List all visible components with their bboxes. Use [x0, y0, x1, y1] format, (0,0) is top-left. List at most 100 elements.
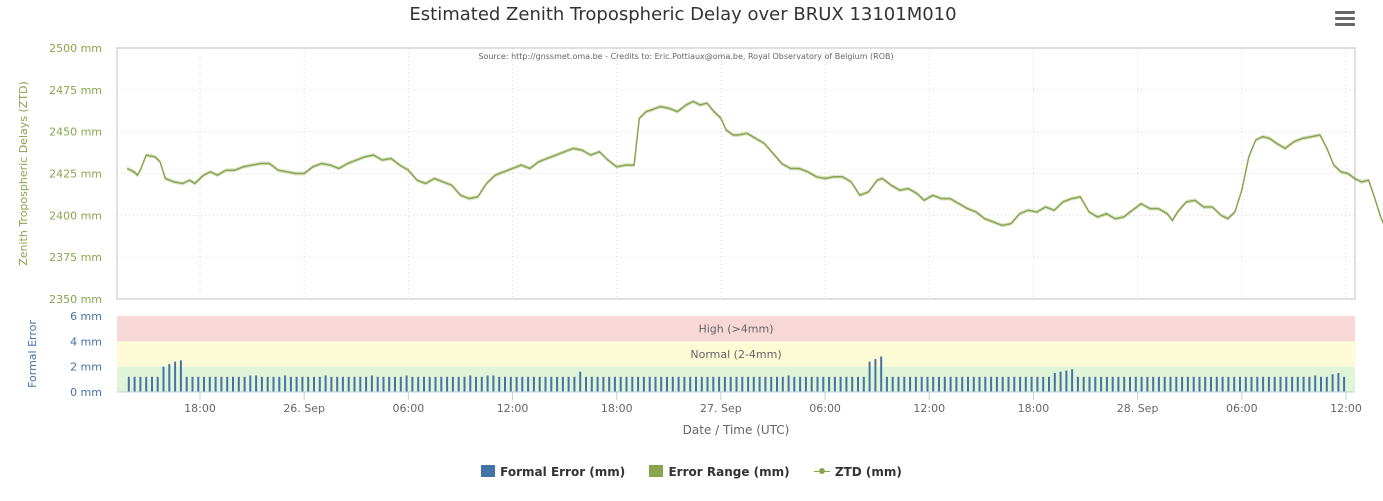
legend-item-formal-error[interactable]: Formal Error (mm)	[481, 465, 625, 479]
error-bar	[1308, 376, 1311, 392]
error-bar	[278, 376, 281, 392]
error-bar	[885, 376, 888, 392]
error-bar	[538, 376, 541, 392]
error-bar	[984, 376, 987, 392]
error-bar	[723, 376, 726, 392]
error-band	[117, 341, 1355, 367]
error-bar	[1082, 376, 1085, 392]
x-tick-label: 26. Sep	[283, 402, 325, 415]
error-bar	[521, 376, 524, 392]
ztd-tick-label: 2500 mm	[49, 42, 102, 55]
error-bar	[1048, 376, 1050, 392]
error-band	[117, 316, 1355, 342]
error-bar	[1215, 376, 1218, 392]
error-bar	[857, 376, 859, 392]
error-bar	[1152, 376, 1155, 392]
error-bar	[1019, 376, 1022, 392]
error-bar	[544, 376, 547, 392]
error-bar	[1273, 376, 1276, 392]
error-bar	[752, 376, 755, 392]
error-bar	[851, 376, 854, 392]
error-bar	[446, 376, 449, 392]
error-bar	[990, 376, 993, 392]
error-bar	[706, 376, 709, 392]
chart-area: High (>4mm) Normal (2-4mm) Source: http:/…	[17, 42, 1383, 437]
error-bar	[480, 376, 483, 392]
error-bar	[1169, 376, 1172, 392]
error-bar	[226, 376, 229, 392]
ztd-tick-label: 2475 mm	[49, 84, 102, 97]
error-bar	[891, 376, 894, 392]
error-bar	[660, 376, 663, 392]
error-bar	[712, 376, 715, 392]
error-bar	[1320, 376, 1322, 392]
error-bar	[527, 376, 530, 392]
x-tick-label: 06:00	[393, 402, 425, 415]
x-tick-label: 18:00	[601, 402, 633, 415]
error-bar	[932, 376, 935, 392]
error-bar	[1140, 376, 1143, 392]
error-bar	[1331, 374, 1334, 392]
error-bar	[1250, 376, 1253, 392]
error-bar	[1302, 376, 1305, 392]
error-bar	[619, 376, 622, 392]
error-bar	[1071, 369, 1074, 392]
error-bar	[839, 376, 842, 392]
error-bar	[1088, 376, 1091, 392]
error-bar	[457, 376, 460, 392]
error-bar	[810, 376, 813, 392]
error-bar	[700, 376, 703, 392]
error-bar	[648, 376, 651, 392]
x-tick-label: 18:00	[1018, 402, 1050, 415]
error-bar	[1343, 376, 1346, 392]
error-bar	[1233, 376, 1236, 392]
error-bar	[353, 376, 356, 392]
error-bar	[1076, 376, 1079, 392]
error-bar	[365, 376, 368, 392]
error-bar	[747, 376, 750, 392]
hamburger-menu-icon[interactable]	[1333, 8, 1357, 28]
error-bar	[440, 376, 443, 392]
error-bar	[179, 360, 182, 392]
error-bar	[174, 361, 177, 392]
error-bar	[845, 376, 848, 392]
error-bar	[1296, 376, 1299, 392]
ztd-y-axis-ticks: 2350 mm 2375 mm 2400 mm 2425 mm 2450 mm 2475 …	[49, 42, 102, 306]
error-bar	[469, 375, 472, 392]
error-bar	[1042, 376, 1045, 392]
error-bar	[1013, 376, 1016, 392]
error-bar	[1157, 376, 1160, 392]
legend-item-ztd[interactable]: ZTD (mm)	[813, 465, 902, 479]
error-range-area	[127, 99, 1383, 228]
error-bar	[376, 376, 379, 392]
error-bar	[127, 376, 130, 392]
error-bar	[197, 376, 200, 392]
error-bar	[874, 359, 877, 392]
error-bar	[324, 375, 327, 392]
error-bar	[388, 376, 391, 392]
error-band-label: High (>4mm)	[698, 323, 773, 336]
error-bar	[313, 376, 315, 392]
error-bar	[151, 376, 153, 392]
error-bar	[1105, 376, 1108, 392]
error-bar	[758, 376, 761, 392]
error-bar	[208, 376, 211, 392]
error-bar	[214, 376, 217, 392]
error-bar	[1192, 376, 1195, 392]
error-bar	[561, 376, 564, 392]
error-bar	[880, 356, 883, 392]
x-tick-label: 12:00	[497, 402, 529, 415]
error-bar	[318, 376, 321, 392]
x-tick-label: 28. Sep	[1117, 402, 1159, 415]
legend-item-error-range[interactable]: Error Range (mm)	[649, 465, 790, 479]
error-bar	[1146, 376, 1149, 392]
credits-text[interactable]: Source: http://gnssmet.oma.be - Credits …	[478, 52, 893, 61]
error-band-label: Normal (2-4mm)	[690, 348, 781, 361]
error-bar	[729, 376, 732, 392]
error-bar	[168, 364, 171, 392]
error-bar	[237, 376, 240, 392]
error-bar	[272, 376, 275, 392]
error-bar	[1262, 376, 1265, 392]
error-bar	[793, 376, 796, 392]
error-bar	[203, 376, 205, 392]
